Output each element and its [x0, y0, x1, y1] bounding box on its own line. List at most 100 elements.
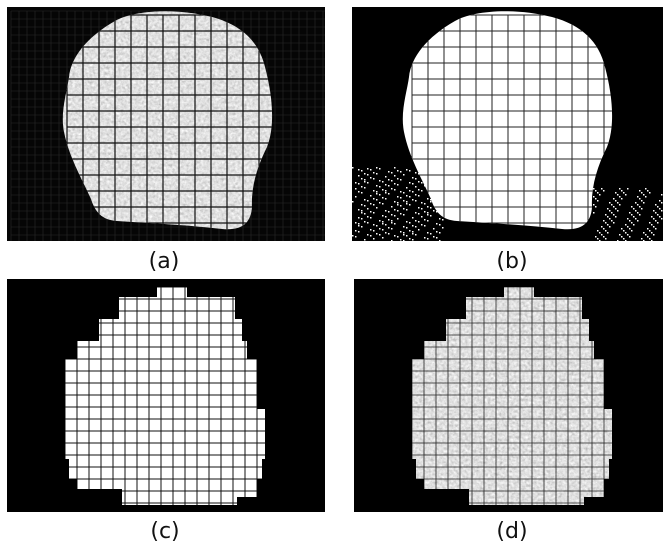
speckle [415, 234, 417, 236]
speckle [415, 172, 417, 174]
speckle [370, 229, 372, 231]
speckle [364, 181, 366, 183]
speckle [433, 236, 435, 238]
speckle [619, 204, 621, 206]
speckle [593, 204, 595, 206]
speckle [629, 212, 631, 214]
speckle [615, 216, 617, 218]
speckle [621, 198, 623, 200]
speckle [415, 178, 417, 180]
speckle [367, 234, 369, 236]
speckle [382, 197, 384, 199]
speckle [391, 180, 393, 182]
speckle [609, 202, 611, 204]
speckle [358, 191, 360, 193]
speckle [415, 212, 417, 214]
speckle [621, 190, 623, 192]
speckle [385, 232, 387, 234]
speckle [370, 177, 372, 179]
speckle [361, 186, 363, 188]
speckle [653, 218, 655, 220]
speckle [641, 192, 643, 194]
speckle [397, 202, 399, 204]
speckle [601, 226, 603, 228]
speckle [621, 228, 623, 230]
speckle [352, 235, 354, 237]
speckle [406, 209, 408, 211]
speckle [412, 177, 414, 179]
speckle [361, 218, 363, 220]
speckle [364, 187, 366, 189]
speckle [613, 222, 615, 224]
speckle [430, 233, 432, 235]
speckle [403, 200, 405, 202]
speckle [629, 228, 631, 230]
speckle [623, 192, 625, 194]
speckle [609, 210, 611, 212]
speckle [597, 192, 599, 194]
speckle [391, 214, 393, 216]
speckle [635, 218, 637, 220]
speckle [433, 228, 435, 230]
speckle [364, 179, 366, 181]
speckle [412, 233, 414, 235]
speckle [376, 173, 378, 175]
speckle [436, 237, 438, 239]
speckle [388, 219, 390, 221]
speckle [388, 179, 390, 181]
speckle [421, 216, 423, 218]
speckle [391, 172, 393, 174]
speckle [635, 202, 637, 204]
speckle [373, 230, 375, 232]
speckle [607, 208, 609, 210]
speckle [661, 218, 663, 220]
speckle [641, 200, 643, 202]
speckle [647, 236, 649, 238]
speckle [397, 204, 399, 206]
speckle [361, 178, 363, 180]
speckle [427, 232, 429, 234]
speckle [373, 204, 375, 206]
speckle [623, 238, 625, 240]
speckle [403, 232, 405, 234]
speckle [394, 235, 396, 237]
speckle [373, 190, 375, 192]
speckle [619, 196, 621, 198]
speckle [595, 198, 597, 200]
speckle [619, 234, 621, 236]
speckle [639, 190, 641, 192]
speckle [418, 181, 420, 183]
speckle [352, 167, 354, 169]
speckle [649, 192, 651, 194]
speckle [627, 188, 629, 190]
speckle [355, 236, 357, 238]
speckle [427, 220, 429, 222]
speckle [629, 220, 631, 222]
speckle [639, 198, 641, 200]
speckle [607, 232, 609, 234]
speckle [635, 210, 637, 212]
caption: (d) [452, 519, 572, 544]
speckle [358, 223, 360, 225]
speckle [400, 239, 402, 241]
speckle [397, 184, 399, 186]
speckle [655, 228, 657, 230]
speckle [418, 189, 420, 191]
speckle [397, 218, 399, 220]
speckle [603, 236, 605, 238]
speckle [409, 182, 411, 184]
speckle [623, 230, 625, 232]
speckle [373, 172, 375, 174]
speckle [409, 222, 411, 224]
speckle [391, 240, 393, 241]
speckle [379, 180, 381, 182]
speckle [382, 181, 384, 183]
speckle [406, 221, 408, 223]
speckle [637, 196, 639, 198]
speckle [436, 231, 438, 233]
speckle [394, 223, 396, 225]
speckle [641, 208, 643, 210]
speckle [661, 210, 663, 212]
speckle [643, 240, 645, 241]
speckle [388, 211, 390, 213]
